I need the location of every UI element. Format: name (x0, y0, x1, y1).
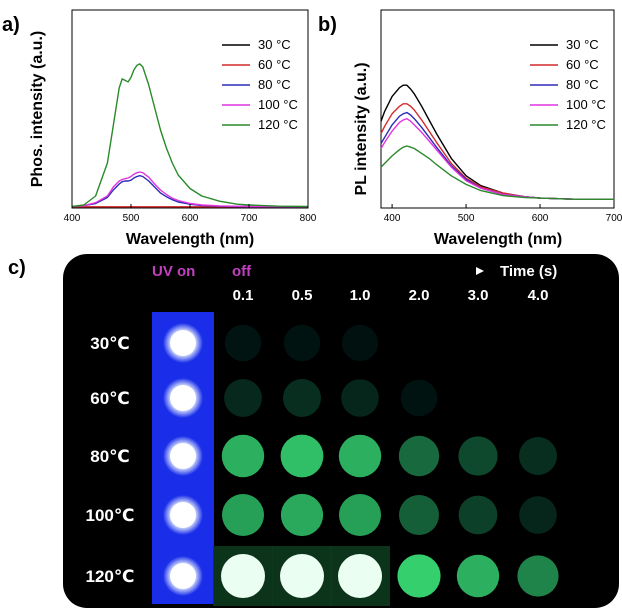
sample-120-0-5 (280, 554, 324, 598)
row-label-60: 60℃ (90, 389, 130, 408)
chart-b-ylabel: PL intensity (a.u.) (353, 62, 370, 195)
panel-b-label: b) (318, 14, 337, 36)
sample-120-0-1 (221, 554, 265, 598)
uv-on-column (152, 312, 214, 604)
sample-120-2-0 (397, 554, 441, 598)
time-label-3-0: 3.0 (468, 287, 489, 304)
chart-a-xtick-label: 700 (241, 213, 258, 224)
sample-120-4-0 (517, 555, 559, 597)
chart-a-series-80-c (71, 174, 309, 208)
sample-80-1-0 (338, 434, 382, 478)
chart-a-xtick-label: 800 (300, 213, 317, 224)
row-label-30: 30℃ (90, 334, 130, 353)
uv-on-sample-core-30 (170, 330, 196, 356)
chart-a: 400 500 600 700 800 Wavelength (nm) Phos. in… (29, 9, 317, 248)
sample-100-1-0 (339, 494, 381, 536)
chart-b-legend-label-120-c: 120 °C (566, 117, 606, 132)
row-label-100: 100℃ (86, 506, 135, 525)
sample-100-2-0 (399, 495, 439, 535)
time-label-1-0: 1.0 (350, 287, 371, 304)
uv-on-sample-core-80 (170, 443, 196, 469)
sample-80-2-0 (398, 435, 440, 477)
sample-80-4-0 (519, 437, 557, 475)
off-label: off (232, 263, 252, 280)
chart-b-frame (380, 9, 615, 209)
chart-b-legend: 30 °C 60 °C 80 °C 100 °C 120 °C (530, 37, 606, 132)
sample-30-0-5 (283, 324, 321, 362)
sample-60-0-1 (224, 379, 262, 417)
chart-a-legend-label-100-c: 100 °C (258, 97, 298, 112)
chart-b-legend-label-60-c: 60 °C (566, 57, 599, 72)
sample-80-0-1 (221, 434, 265, 478)
sample-30-0-1 (224, 324, 262, 362)
row-label-80: 80℃ (90, 447, 130, 466)
time-label-0-1: 0.1 (233, 287, 254, 304)
sample-60-1-0 (341, 379, 379, 417)
chart-b-xtick-label: 700 (606, 213, 622, 224)
time-label-0-5: 0.5 (292, 287, 313, 304)
time-label: Time (s) (500, 263, 557, 280)
chart-a-xtick-label: 400 (64, 213, 81, 224)
chart-a-xtick-label: 600 (182, 213, 199, 224)
chart-b-legend-label-30-c: 30 °C (566, 37, 599, 52)
sample-30-1-0 (341, 324, 379, 362)
chart-b-xtick-label: 500 (458, 213, 475, 224)
chart-b-series-120-c (380, 145, 614, 201)
time-labels: 0.1 0.5 1.0 2.0 3.0 4.0 (233, 287, 549, 304)
time-label-4-0: 4.0 (528, 287, 549, 304)
sample-80-0-5 (280, 434, 324, 478)
chart-a-xticks: 400 500 600 700 800 (64, 204, 317, 224)
chart-b-xticks: 400 500 600 700 (384, 204, 622, 224)
chart-b-curves (380, 84, 614, 201)
sample-100-0-1 (222, 494, 264, 536)
sample-60-2-0 (400, 379, 438, 417)
chart-b-legend-label-100-c: 100 °C (566, 97, 606, 112)
sample-60-0-5 (283, 379, 321, 417)
uv-on-sample-core-120 (170, 563, 196, 589)
chart-b-legend-label-80-c: 80 °C (566, 77, 599, 92)
row-label-120: 120℃ (86, 567, 135, 586)
sample-120-1-0 (338, 554, 382, 598)
panel-a-label: a) (2, 14, 20, 36)
time-arrow (272, 267, 484, 275)
temperature-rows: 30℃ 60℃ 80℃ 100℃ 120℃ (86, 324, 559, 606)
chart-b-xlabel: Wavelength (nm) (434, 231, 562, 248)
uv-on-sample-core-60 (170, 385, 196, 411)
chart-b: 400 500 600 700 Wavelength (nm) PL intensit… (353, 9, 622, 248)
chart-a-series-100-c (71, 171, 309, 208)
chart-a-legend-label-80-c: 80 °C (258, 77, 291, 92)
chart-b-xtick-label: 400 (384, 213, 401, 224)
chart-a-legend-label-60-c: 60 °C (258, 57, 291, 72)
chart-a-ylabel: Phos. intensity (a.u.) (29, 31, 46, 187)
chart-a-curves (71, 63, 309, 208)
sample-120-3-0 (456, 554, 500, 598)
chart-a-legend-label-30-c: 30 °C (258, 37, 291, 52)
chart-a-legend: 30 °C 60 °C 80 °C 100 °C 120 °C (222, 37, 298, 132)
chart-a-xtick-label: 500 (123, 213, 140, 224)
sample-100-4-0 (519, 496, 557, 534)
sample-80-3-0 (458, 436, 498, 476)
sample-100-0-5 (280, 493, 324, 537)
chart-a-series-120-c (71, 63, 309, 208)
chart-a-xlabel: Wavelength (nm) (126, 231, 254, 248)
uv-on-sample-core-100 (170, 502, 196, 528)
chart-b-xtick-label: 600 (532, 213, 549, 224)
time-label-2-0: 2.0 (409, 287, 430, 304)
sample-100-3-0 (458, 495, 498, 535)
panel-c-label: c) (8, 257, 26, 279)
chart-a-legend-label-120-c: 120 °C (258, 117, 298, 132)
uv-on-label: UV on (152, 263, 195, 280)
